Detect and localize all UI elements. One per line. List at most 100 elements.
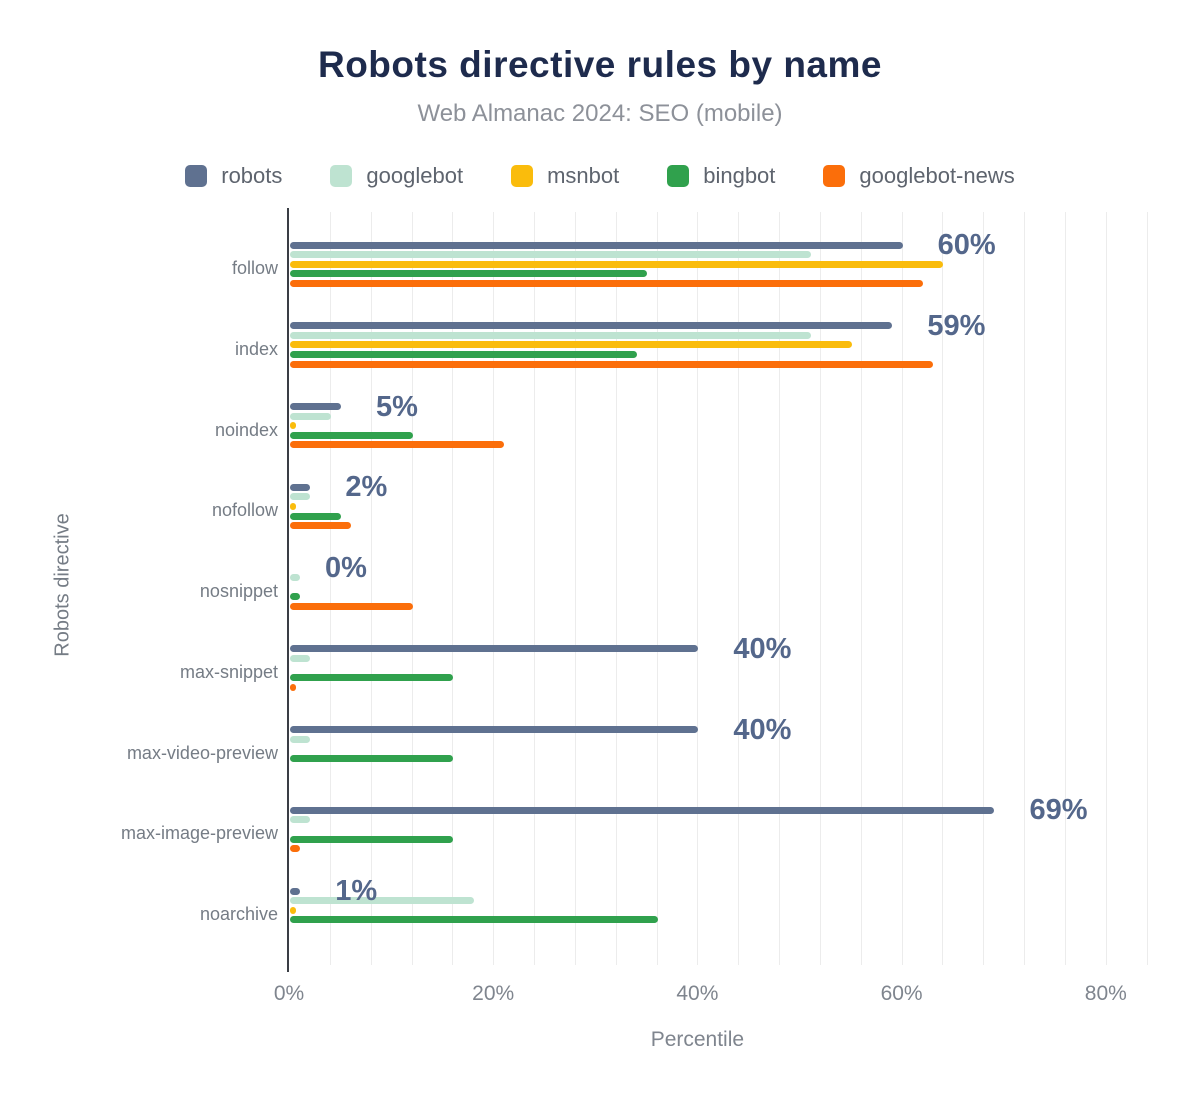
bar-robots-noindex: [290, 403, 342, 410]
gridline: [493, 212, 495, 965]
gridline: [534, 212, 536, 965]
legend-item-googlebot[interactable]: googlebot: [330, 163, 463, 189]
bar-bingbot-noarchive: [290, 916, 658, 924]
gridline: [697, 212, 699, 965]
value-label-max-video-preview: 40%: [733, 713, 792, 746]
x-tick-60%: 60%: [880, 982, 923, 1005]
x-tick-40%: 40%: [676, 982, 719, 1005]
bar-robots-nofollow: [290, 483, 311, 491]
legend-item-bingbot[interactable]: bingbot: [667, 163, 775, 189]
category-label-index: index: [234, 338, 278, 359]
category-label-noarchive: noarchive: [199, 904, 278, 924]
bar-bingbot-noindex: [290, 431, 413, 439]
gridline: [1146, 212, 1148, 965]
bar-googlebot-max-video-preview: [290, 735, 311, 743]
legend-label: msnbot: [547, 163, 620, 188]
bar-googlebot-news-max-snippet: [290, 683, 296, 691]
bar-bingbot-nofollow: [290, 512, 342, 520]
bar-googlebot-index: [290, 331, 811, 339]
legend-swatch-robots: [185, 165, 208, 187]
gridline: [574, 212, 576, 965]
gridline: [615, 212, 617, 965]
chart-title: Robots directive rules by name: [317, 44, 882, 85]
bar-googlebot-noarchive: [290, 897, 474, 905]
legend-item-msnbot[interactable]: msnbot: [511, 163, 619, 189]
bar-googlebot-news-nofollow: [290, 522, 352, 530]
value-label-follow: 60%: [937, 229, 996, 261]
y-axis-line: [287, 208, 289, 972]
bar-googlebot-news-follow: [290, 279, 924, 287]
legend-label: bingbot: [703, 163, 776, 188]
bar-robots-max-image-preview: [290, 806, 995, 814]
gridline: [1105, 212, 1107, 965]
bar-googlebot-nofollow: [290, 493, 311, 501]
bar-googlebot-news-index: [290, 360, 934, 368]
bar-googlebot-news-max-image-preview: [290, 845, 301, 853]
value-label-max-image-preview: 69%: [1029, 794, 1088, 827]
legend-label: googlebot: [366, 163, 464, 188]
category-label-follow: follow: [231, 258, 278, 278]
value-label-noarchive: 1%: [335, 875, 378, 907]
legend-item-googlebot-news[interactable]: googlebot-news: [823, 163, 1015, 189]
category-label-nofollow: nofollow: [211, 500, 278, 521]
bar-bingbot-index: [290, 351, 638, 359]
bar-robots-max-snippet: [290, 645, 699, 653]
bar-bingbot-max-video-preview: [290, 754, 454, 762]
bar-googlebot-nosnippet: [290, 574, 301, 582]
value-label-nosnippet: 0%: [325, 552, 367, 584]
y-axis-title: Robots directive: [51, 513, 74, 657]
gridline: [656, 212, 658, 965]
category-label-max-video-preview: max-video-preview: [126, 742, 278, 763]
gridline: [779, 212, 781, 965]
x-tick-80%: 80%: [1084, 982, 1127, 1005]
legend-label: robots: [221, 163, 283, 188]
legend-swatch-msnbot: [511, 165, 534, 187]
gridline: [860, 212, 862, 965]
bar-robots-max-video-preview: [290, 726, 699, 733]
chart-subtitle: Web Almanac 2024: SEO (mobile): [417, 100, 783, 127]
bar-msnbot-nofollow: [290, 502, 296, 510]
value-label-index: 59%: [927, 309, 986, 342]
category-label-max-image-preview: max-image-preview: [120, 823, 278, 844]
legend-item-robots[interactable]: robots: [185, 163, 282, 189]
bar-bingbot-max-snippet: [290, 674, 454, 682]
category-label-nosnippet: nosnippet: [199, 581, 278, 601]
gridline: [738, 212, 740, 965]
bar-bingbot-max-image-preview: [290, 835, 454, 843]
value-label-noindex: 5%: [376, 390, 418, 423]
gridline: [942, 212, 944, 965]
bar-googlebot-max-image-preview: [290, 816, 311, 824]
bar-msnbot-noarchive: [290, 906, 296, 914]
gridline: [329, 212, 331, 965]
legend: robots googlebot msnbot bingbot googlebot-ne…: [0, 163, 1200, 189]
bar-bingbot-follow: [290, 270, 648, 278]
x-axis-title: Percentile: [650, 1028, 745, 1051]
value-label-nofollow: 2%: [345, 471, 388, 504]
category-label-noindex: noindex: [214, 419, 278, 440]
bar-robots-index: [290, 322, 893, 330]
legend-swatch-bingbot: [667, 165, 690, 187]
x-tick-20%: 20%: [472, 982, 515, 1005]
gridline: [370, 212, 372, 965]
value-label-max-snippet: 40%: [733, 632, 792, 665]
x-tick-0%: 0%: [273, 982, 305, 1005]
gridline: [452, 212, 454, 965]
bar-googlebot-noindex: [290, 412, 331, 420]
gridline: [819, 212, 821, 965]
gridline: [1064, 212, 1066, 965]
bar-robots-noarchive: [290, 887, 301, 895]
bar-msnbot-noindex: [290, 422, 296, 430]
gridline: [411, 212, 413, 965]
gridline: [1024, 212, 1026, 965]
bar-msnbot-follow: [290, 260, 944, 268]
bar-googlebot-news-nosnippet: [290, 602, 413, 610]
gridline: [901, 212, 903, 965]
bar-googlebot-follow: [290, 251, 811, 259]
gridline: [983, 212, 985, 965]
bar-googlebot-max-snippet: [290, 654, 311, 662]
bar-msnbot-index: [290, 341, 852, 349]
legend-label: googlebot-news: [859, 163, 1015, 188]
bar-bingbot-nosnippet: [290, 593, 301, 601]
bar-robots-follow: [290, 241, 903, 249]
